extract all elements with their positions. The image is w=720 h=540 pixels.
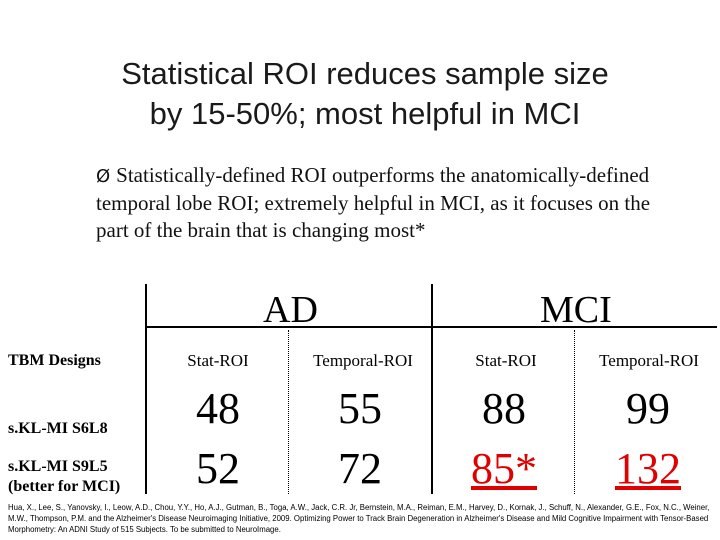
group-header-mci: MCI: [540, 289, 612, 331]
table-left-border: [145, 284, 147, 494]
column-header: Temporal-ROI: [313, 351, 413, 370]
table-cell: 52: [196, 444, 240, 493]
table-cell: 48: [196, 384, 240, 433]
table-cell: 88: [482, 384, 526, 433]
table-cell: 72: [338, 444, 382, 493]
table-column-divider: [574, 330, 575, 494]
table-header-rule: [145, 326, 717, 328]
column-header: Temporal-ROI: [599, 351, 699, 370]
title-line-1: Statistical ROI reduces sample size: [121, 56, 609, 91]
row-label: s.KL-MI S6L8: [8, 420, 108, 437]
arrow-bullet-icon: Ø: [96, 166, 111, 187]
table-cell-highlight: 132: [615, 444, 681, 493]
reference-citation: Hua, X., Lee, S., Yanovsky, I., Leow, A.…: [8, 503, 710, 534]
table-cell: 55: [338, 384, 382, 433]
bullet-point: Ø Statistically-defined ROI outperforms t…: [96, 162, 666, 244]
column-header: Stat-ROI: [187, 351, 249, 370]
table-cell-highlight: 85*: [471, 444, 537, 493]
row-header-label: TBM Designs: [8, 352, 101, 369]
table-cell: 99: [626, 384, 670, 433]
row-label: s.KL-MI S9L5: [8, 458, 108, 475]
slide-title: Statistical ROI reduces sample size by 1…: [0, 54, 720, 134]
column-header: Stat-ROI: [475, 351, 537, 370]
bullet-text: Statistically-defined ROI outperforms th…: [96, 163, 651, 242]
row-label-note: (better for MCI): [8, 478, 121, 495]
table-group-divider: [431, 284, 433, 494]
title-line-2: by 15-50%; most helpful in MCI: [149, 96, 581, 131]
table-column-divider: [288, 330, 289, 494]
group-header-ad: AD: [263, 289, 318, 331]
